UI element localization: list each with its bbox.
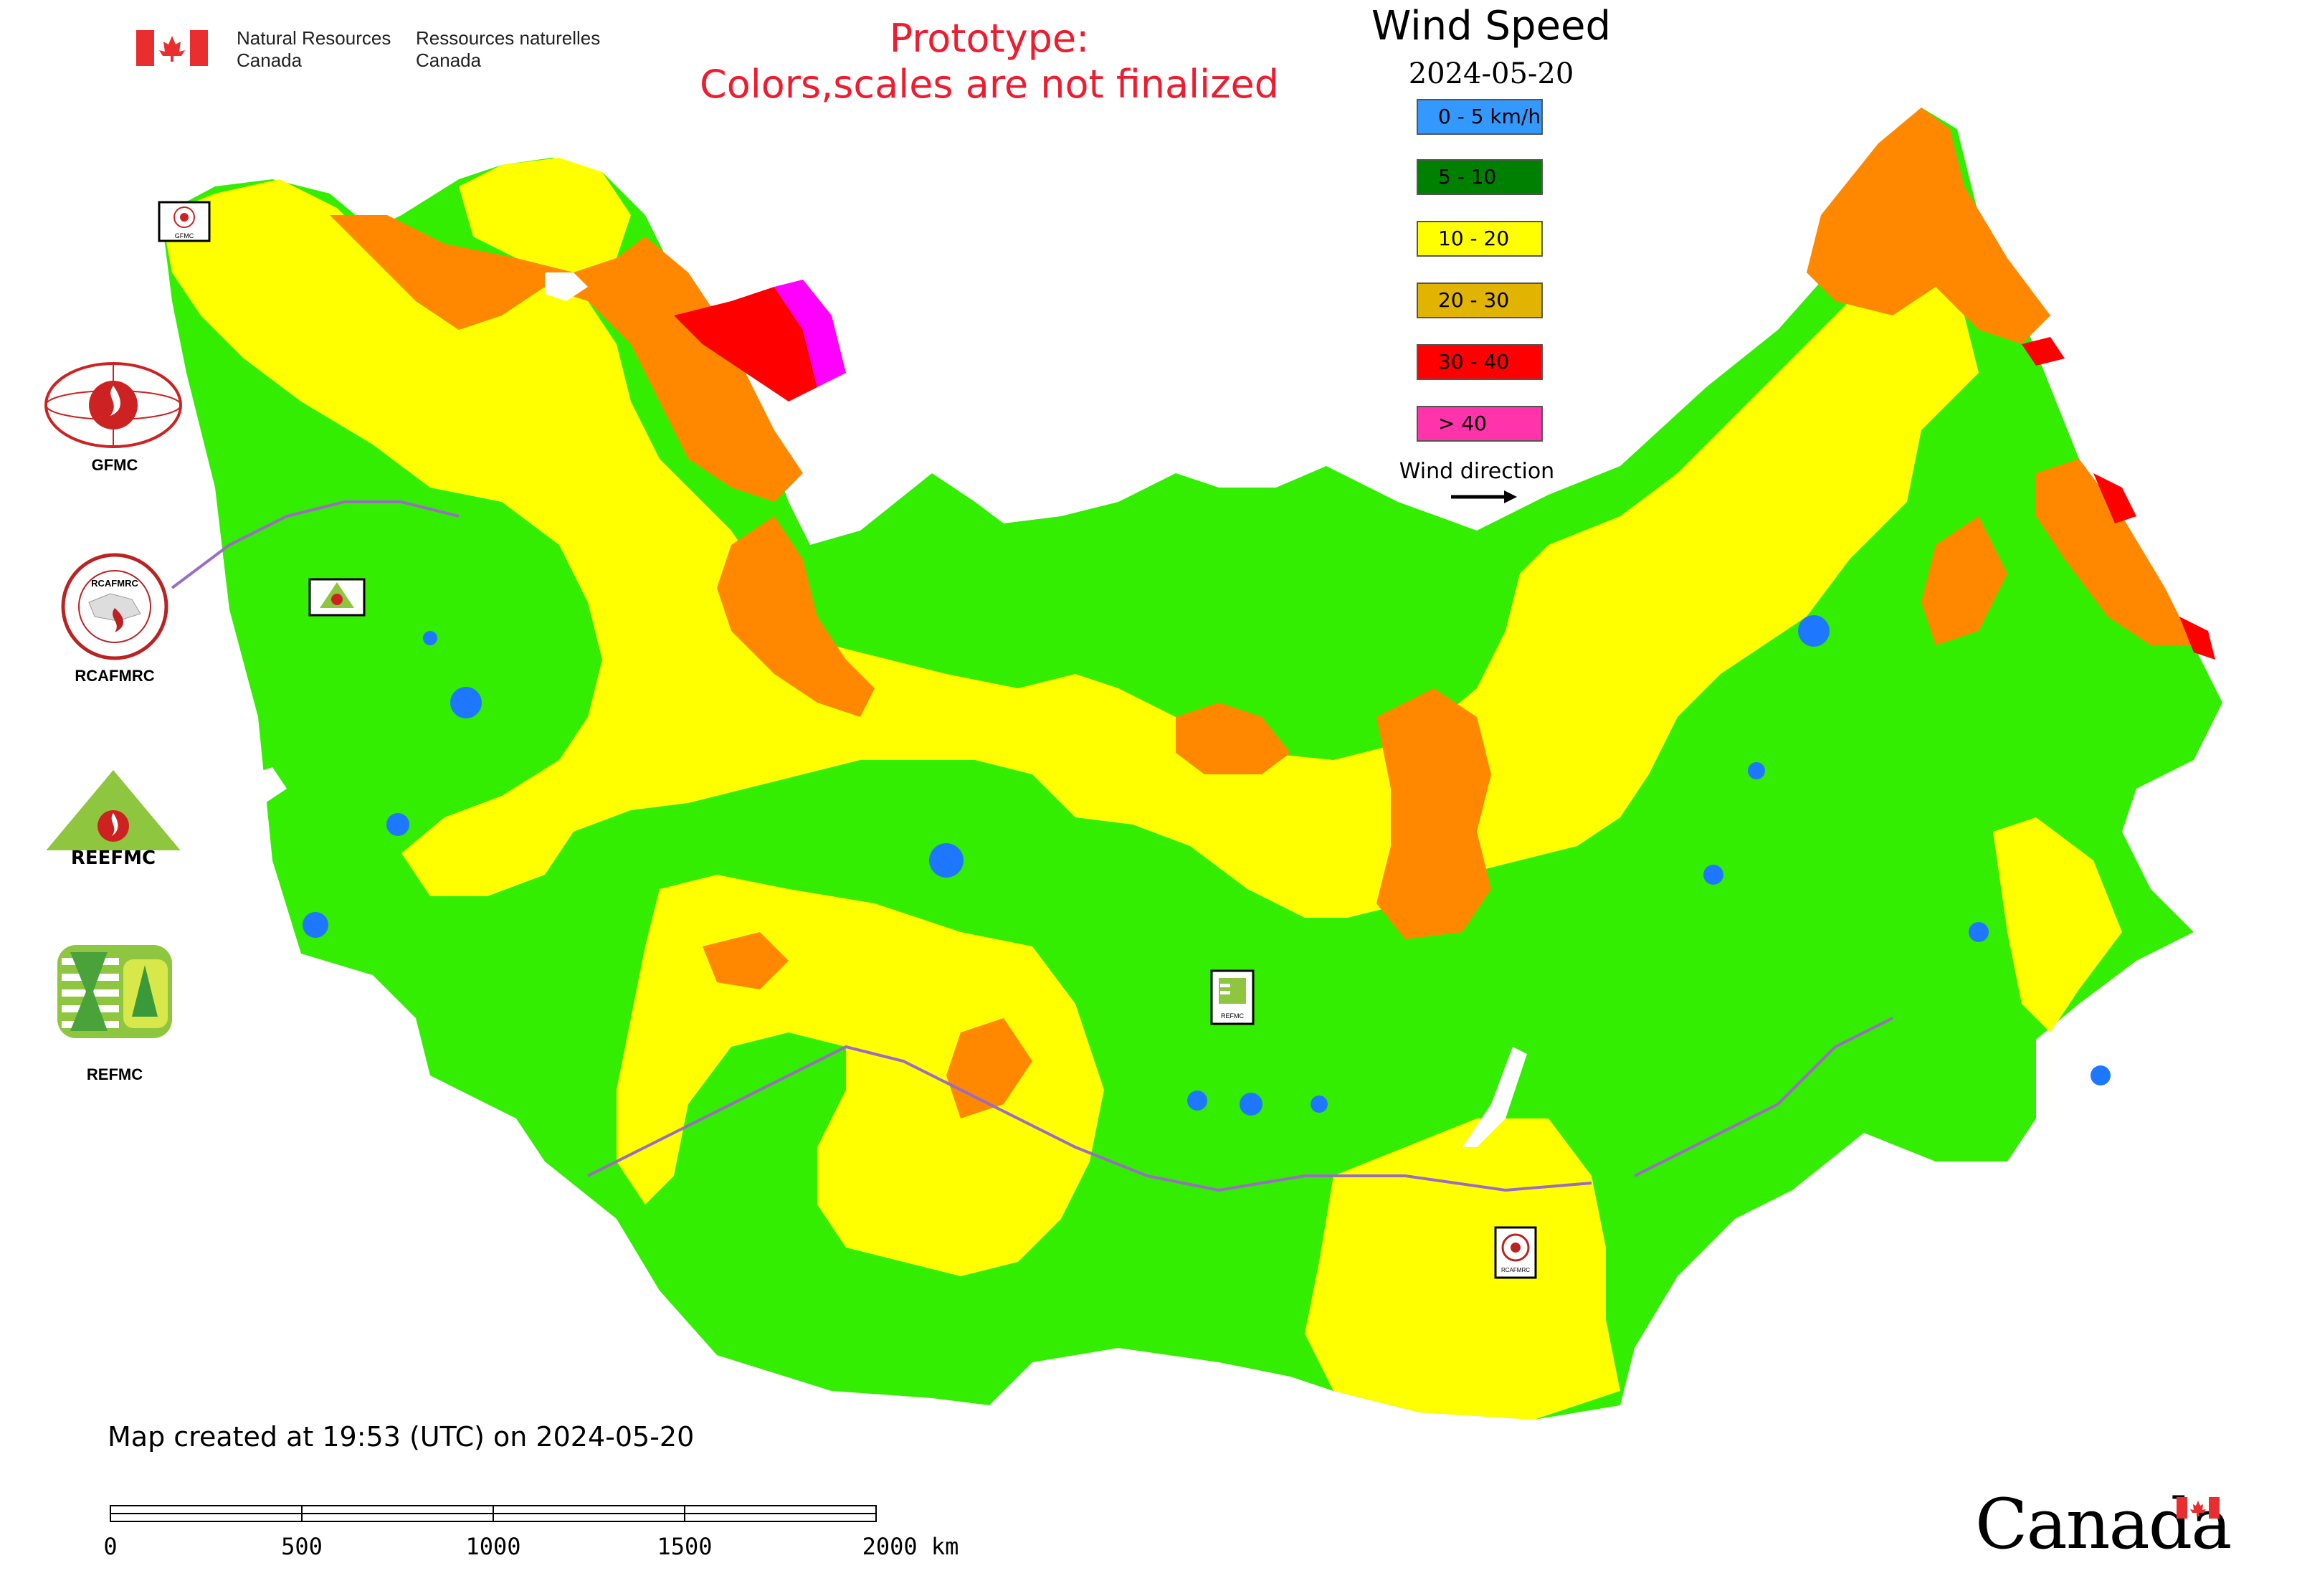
scale-label-500: 500 (281, 1533, 323, 1560)
legend-title: Wind Speed (1371, 3, 1612, 49)
svg-text:RCAFMRC: RCAFMRC (1501, 1267, 1530, 1273)
svg-text:GFMC: GFMC (175, 232, 194, 239)
rcafmrc-label: RCAFMRC (75, 667, 155, 685)
refmc-label: REFMC (86, 1065, 143, 1083)
region-yellow-far-east (1993, 817, 2122, 1032)
wind-direction-label: Wind direction (1399, 459, 1555, 484)
map-marker-rcafmrc: RCAFMRC (1494, 1226, 1537, 1279)
region-orange-taimyr (1176, 703, 1290, 774)
map-created-timestamp: Map created at 19:53 (UTC) on 2024-05-20 (108, 1421, 695, 1453)
legend-item-0-5: 0 - 5 km/h (1417, 99, 1543, 135)
svg-text:REFMC: REFMC (1221, 1012, 1244, 1020)
svg-text:RCAFMRC: RCAFMRC (91, 578, 138, 589)
region-orange-urals (717, 516, 875, 717)
wind-direction-arrow-icon (1451, 490, 1517, 503)
legend-item-over-40: > 40 (1417, 406, 1543, 442)
nrcan-signature: Natural Resources Canada Ressources natu… (129, 24, 645, 75)
legend-item-5-10: 5 - 10 (1417, 159, 1543, 195)
canada-wordmark: Canada (1975, 1484, 2232, 1564)
region-orange-kamchatka (2036, 459, 2194, 645)
wordmark-flag-icon (2177, 1497, 2220, 1519)
water-bodies (251, 272, 1527, 1147)
gfmc-logo: GFMC (29, 358, 201, 488)
scale-label-1500: 1500 (657, 1533, 713, 1560)
region-red-kamchatka (2093, 473, 2136, 523)
region-orange-siberia (1376, 688, 1491, 939)
border-lines (171, 500, 1893, 1192)
region-red-barents (674, 287, 817, 402)
region-orange-chukotka (1807, 108, 2050, 344)
gfmc-emblem-icon (44, 362, 182, 448)
region-magenta-barents (774, 280, 846, 387)
scale-bar (110, 1505, 877, 1522)
region-yellow-northwest (161, 179, 1979, 918)
prototype-notice: Prototype: Colors,scales are not finaliz… (700, 16, 1279, 107)
refmc-emblem-icon (57, 945, 172, 1038)
region-yellow-kola (459, 158, 631, 272)
legend-date: 2024-05-20 (1408, 57, 1574, 90)
refmc-logo: REFMC (29, 945, 201, 1088)
rcafmrc-emblem-icon: RCAFMRC (61, 553, 168, 660)
legend-item-10-20: 10 - 20 (1417, 221, 1543, 257)
low-wind-spots (303, 615, 2111, 1116)
region-yellow-south-mongolia (1305, 1118, 1620, 1420)
canada-flag-icon (136, 30, 208, 66)
reefmc-logo: REEFMC (29, 767, 201, 882)
legend-item-20-30: 20 - 30 (1417, 282, 1543, 318)
rcafmrc-logo: RCAFMRC RCAFMRC (29, 552, 201, 695)
map-marker-gfmc: GFMC (158, 201, 211, 242)
svg-text:REEFMC: REEFMC (71, 847, 156, 869)
scale-label-1000: 1000 (465, 1533, 521, 1560)
dept-name-en: Natural Resources Canada (237, 27, 391, 71)
reefmc-emblem-icon: REEFMC (40, 770, 186, 869)
dept-name-fr: Ressources naturelles Canada (416, 27, 601, 71)
map-marker-reefmc (308, 578, 366, 617)
scale-label-0: 0 (103, 1533, 118, 1560)
region-red-chukotka (2022, 337, 2065, 366)
region-orange-west (703, 932, 789, 989)
region-red-kamchatka-south (2179, 617, 2215, 660)
region-orange-barents (330, 215, 803, 502)
gfmc-label: GFMC (91, 456, 138, 474)
region-orange-okhotsk (1921, 516, 2007, 645)
legend-item-30-40: 30 - 40 (1417, 344, 1543, 380)
scale-label-2000: 2000 km (862, 1533, 959, 1560)
map-marker-refmc: REFMC (1210, 969, 1255, 1025)
